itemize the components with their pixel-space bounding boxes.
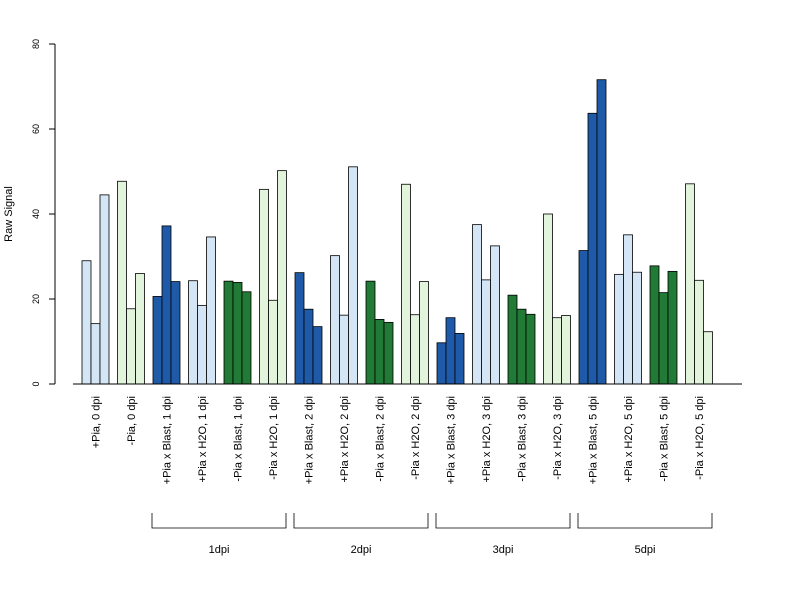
bar (339, 314, 349, 385)
bar (365, 280, 376, 385)
category-label: +Pia x Blast, 3 dpi (446, 396, 458, 484)
bar (516, 308, 527, 385)
category-label: +Pia x H2O, 1 dpi (197, 396, 209, 483)
bar (685, 183, 695, 385)
bar (117, 180, 127, 385)
group-bracket (577, 513, 713, 529)
group-label: 5dpi (635, 544, 656, 556)
bar (401, 183, 411, 385)
bar (206, 236, 216, 385)
bar (587, 112, 598, 385)
bar (481, 279, 491, 385)
bar (126, 308, 136, 385)
bar (348, 166, 358, 385)
group-label: 3dpi (493, 544, 514, 556)
bar (472, 224, 482, 385)
bar (614, 273, 624, 385)
bar (330, 255, 340, 385)
category-label: -Pia x H2O, 2 dpi (410, 396, 422, 480)
bar (81, 260, 92, 385)
bar (374, 318, 385, 385)
bar (268, 299, 278, 385)
bar (294, 272, 305, 385)
bar (232, 282, 243, 385)
bar (561, 315, 571, 385)
category-labels: +Pia, 0 dpi -Pia, 0 dpi +Pia x Blast, 1 dp… (91, 396, 707, 484)
bar (596, 79, 607, 385)
category-label: +Pia, 0 dpi (91, 396, 103, 448)
bar (188, 280, 198, 385)
bar (90, 323, 101, 385)
bar (658, 292, 669, 385)
bar (410, 314, 420, 385)
group-bracket (293, 513, 429, 529)
group-brackets: 1dpi 2dpi 3dpi 5dpi (151, 513, 713, 556)
bar (578, 250, 589, 385)
bar (383, 321, 394, 385)
bar (543, 213, 553, 385)
group-label: 1dpi (209, 544, 230, 556)
bar (703, 331, 713, 385)
bar (667, 270, 678, 385)
category-label: -Pia x Blast, 3 dpi (517, 396, 529, 482)
bar (632, 271, 642, 385)
y-axis-label: Raw Signal (3, 186, 15, 242)
bar (197, 304, 207, 385)
bar (649, 265, 660, 385)
y-axis: 0 20 40 60 80 (31, 39, 56, 387)
bar (277, 170, 287, 385)
bar (694, 279, 704, 385)
bar (507, 294, 518, 385)
bars-layer (81, 79, 713, 385)
category-label: -Pia x H2O, 3 dpi (552, 396, 564, 480)
bar (135, 273, 145, 385)
category-label: -Pia, 0 dpi (126, 396, 138, 446)
bar (623, 234, 633, 385)
group-label: 2dpi (351, 544, 372, 556)
bar (454, 333, 465, 385)
category-label: -Pia x Blast, 1 dpi (233, 396, 245, 482)
bar (419, 281, 429, 385)
category-label: +Pia x H2O, 5 dpi (623, 396, 635, 483)
bar (312, 326, 323, 385)
category-label: -Pia x H2O, 1 dpi (268, 396, 280, 480)
bar (303, 308, 314, 385)
bar (223, 280, 234, 385)
group-bracket (435, 513, 571, 529)
bar (490, 245, 500, 385)
bar (259, 188, 269, 385)
bar (525, 313, 536, 385)
y-tick-label: 80 (31, 39, 41, 49)
y-tick-label: 20 (31, 294, 41, 304)
category-label: -Pia x H2O, 5 dpi (694, 396, 706, 480)
bar (552, 317, 562, 385)
bar (152, 296, 163, 385)
category-label: -Pia x Blast, 2 dpi (375, 396, 387, 482)
category-label: +Pia x H2O, 2 dpi (339, 396, 351, 483)
category-label: +Pia x Blast, 2 dpi (304, 396, 316, 484)
bar (161, 225, 172, 385)
group-bracket (151, 513, 287, 529)
bar (445, 317, 456, 385)
category-label: +Pia x H2O, 3 dpi (481, 396, 493, 483)
y-tick-label: 40 (31, 209, 41, 219)
category-label: -Pia x Blast, 5 dpi (659, 396, 671, 482)
bar (241, 291, 252, 385)
bar (99, 194, 110, 385)
bar (436, 342, 447, 385)
category-label: +Pia x Blast, 1 dpi (162, 396, 174, 484)
bar (170, 281, 181, 385)
category-label: +Pia x Blast, 5 dpi (588, 396, 600, 484)
y-tick-label: 0 (31, 381, 41, 386)
y-tick-label: 60 (31, 124, 41, 134)
